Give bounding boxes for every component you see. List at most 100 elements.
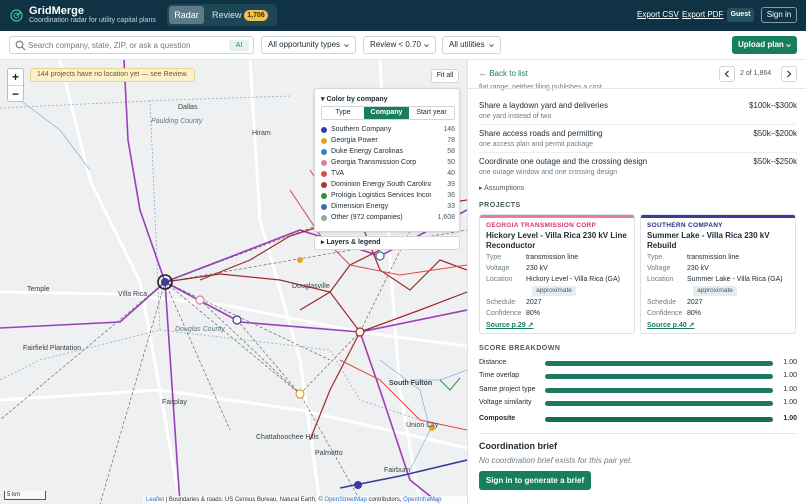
score-label: Same project type xyxy=(479,386,536,393)
guest-badge: Guest xyxy=(727,8,754,22)
legend-item[interactable]: Georgia Power 78 xyxy=(321,136,455,146)
legend-name: TVA xyxy=(331,170,345,177)
score-row: Same project type 1.00 xyxy=(479,385,797,396)
prev-pair-button[interactable] xyxy=(719,66,735,82)
step-cost: $50k–$200k xyxy=(753,129,797,138)
chevron-down-icon xyxy=(424,44,429,48)
type-value: transmission line xyxy=(526,254,579,261)
brief-empty-text: No coordination brief exists for this pa… xyxy=(479,456,633,465)
map-view[interactable]: Dallas Paulding County Hiram Temple Vill… xyxy=(0,60,467,504)
map-label-fairfield: Fairfield Plantation xyxy=(23,345,81,352)
score-track xyxy=(545,417,773,422)
legend-name: Georgia Transmission Corp xyxy=(331,159,417,166)
legend-swatch xyxy=(321,149,327,155)
legend-name: Other (972 companies) xyxy=(331,214,403,221)
type-value: transmission line xyxy=(687,254,740,261)
color-mode-type[interactable]: Type xyxy=(335,109,351,116)
project-card: SOUTHERN COMPANY Summer Lake - Villa Ric… xyxy=(640,214,796,334)
openinframap-link[interactable]: OpenInfraMap xyxy=(403,497,442,503)
legend-item[interactable]: Prologis Logistics Services Incorp… 36 xyxy=(321,191,455,201)
source-link[interactable]: Source p.40 ↗ xyxy=(647,322,695,329)
attribution-text: | Boundaries & roads: US Census Bureau, … xyxy=(164,497,325,503)
legend-count: 78 xyxy=(447,137,455,144)
location-value: Summer Lake - Villa Rica (GA) xyxy=(687,276,783,283)
tab-review[interactable]: Review xyxy=(212,10,242,20)
legend-swatch xyxy=(321,193,327,199)
map-label-hiram: Hiram xyxy=(252,130,271,137)
synergy-step: Share access roads and permitting one ac… xyxy=(479,127,797,153)
no-location-notice[interactable]: 144 projects have no location yet — see … xyxy=(30,68,195,82)
generate-brief-button[interactable]: Sign in to generate a brief xyxy=(479,471,591,490)
score-row: Distance 1.00 xyxy=(479,358,797,369)
upload-plan-button[interactable]: Upload plan xyxy=(732,36,797,54)
next-pair-button[interactable] xyxy=(781,66,797,82)
map-label-union-city: Union City xyxy=(406,422,439,429)
chevron-left-icon xyxy=(724,70,729,78)
export-csv-link[interactable]: Export CSV xyxy=(637,10,679,19)
utilities-dropdown[interactable]: All utilities xyxy=(442,36,501,54)
schedule-key: Schedule xyxy=(486,299,516,306)
zoom-out-button[interactable]: − xyxy=(8,85,23,101)
score-value: 1.00 xyxy=(783,372,797,379)
legend-item[interactable]: Georgia Transmission Corp 50 xyxy=(321,158,455,168)
legend-count: 58 xyxy=(447,148,455,155)
score-bar xyxy=(545,401,773,406)
fit-all-button[interactable]: Fit all xyxy=(431,69,459,83)
legend-name: Dominion Energy South Carolina xyxy=(331,181,431,188)
map-canvas[interactable] xyxy=(0,60,467,504)
score-track xyxy=(545,361,773,366)
score-value: 1.00 xyxy=(783,399,797,406)
osm-link[interactable]: OpenStreetMap xyxy=(324,497,367,503)
score-label: Distance xyxy=(479,359,507,366)
legend-swatch xyxy=(321,127,327,133)
legend-item[interactable]: Other (972 companies) 1,608 xyxy=(321,213,455,223)
map-label-fairburn: Fairburn xyxy=(384,467,411,474)
detail-panel: ← Back to list 2 of 1,864 flat range, ne… xyxy=(467,60,806,504)
card-title: Hickory Level - Villa Rica 230 kV Line R… xyxy=(486,231,627,250)
source-link[interactable]: Source p.29 ↗ xyxy=(486,322,534,329)
legend-item[interactable]: TVA 40 xyxy=(321,169,455,179)
score-value: 1.00 xyxy=(783,415,797,422)
confidence-value: 80% xyxy=(687,310,702,317)
map-label-douglas-county: Douglas County xyxy=(175,326,225,333)
legend-count: 36 xyxy=(447,192,455,199)
search-input[interactable] xyxy=(28,38,228,52)
ai-chip[interactable]: AI xyxy=(229,40,249,51)
legend-item[interactable]: Southern Company 146 xyxy=(321,125,455,135)
radar-logo-icon xyxy=(10,9,23,22)
layers-legend-toggle[interactable]: ▸ Layers & legend xyxy=(314,236,460,250)
color-mode-start-year[interactable]: Start year xyxy=(416,109,447,116)
location-key: Location xyxy=(486,276,513,283)
projects-header: PROJECTS xyxy=(479,202,521,209)
leaflet-link[interactable]: Leaflet xyxy=(146,497,165,503)
legend-item[interactable]: Dimension Energy 33 xyxy=(321,202,455,212)
legend-count: 1,608 xyxy=(437,214,455,221)
assumptions-toggle[interactable]: ▸ Assumptions xyxy=(479,185,525,192)
score-track xyxy=(545,388,773,393)
approximate-badge: approximate xyxy=(693,286,737,296)
pager-count: 2 of 1,864 xyxy=(740,70,772,77)
legend-swatch xyxy=(321,204,327,210)
review-threshold-dropdown[interactable]: Review < 0.70 xyxy=(363,36,436,54)
color-mode-company[interactable]: Company xyxy=(364,107,409,119)
zoom-in-button[interactable]: + xyxy=(11,70,19,84)
search-icon xyxy=(15,40,26,51)
cropped-note: flat range, neither filing publishes a c… xyxy=(479,84,602,91)
legend-swatch xyxy=(321,182,327,188)
legend-item[interactable]: Dominion Energy South Carolina 39 xyxy=(321,180,455,190)
legend-count: 33 xyxy=(447,203,455,210)
step-cost: $100k–$300k xyxy=(748,101,797,110)
legend-item[interactable]: Duke Energy Carolinas 58 xyxy=(321,147,455,157)
legend-name: Southern Company xyxy=(331,126,392,133)
score-bar xyxy=(545,361,773,366)
location-value: Hickory Level - Villa Rica (GA) xyxy=(526,276,621,283)
sign-in-button[interactable]: Sign in xyxy=(761,7,797,23)
tab-radar[interactable]: Radar xyxy=(169,6,204,24)
color-by-title[interactable]: ▾ Color by company xyxy=(321,96,388,103)
card-accent xyxy=(480,215,634,218)
export-pdf-link[interactable]: Export PDF xyxy=(682,10,724,19)
opportunity-type-dropdown[interactable]: All opportunity types xyxy=(261,36,356,54)
chevron-down-icon xyxy=(344,44,349,48)
back-to-list-link[interactable]: ← Back to list xyxy=(479,69,528,78)
score-bar xyxy=(545,388,773,393)
